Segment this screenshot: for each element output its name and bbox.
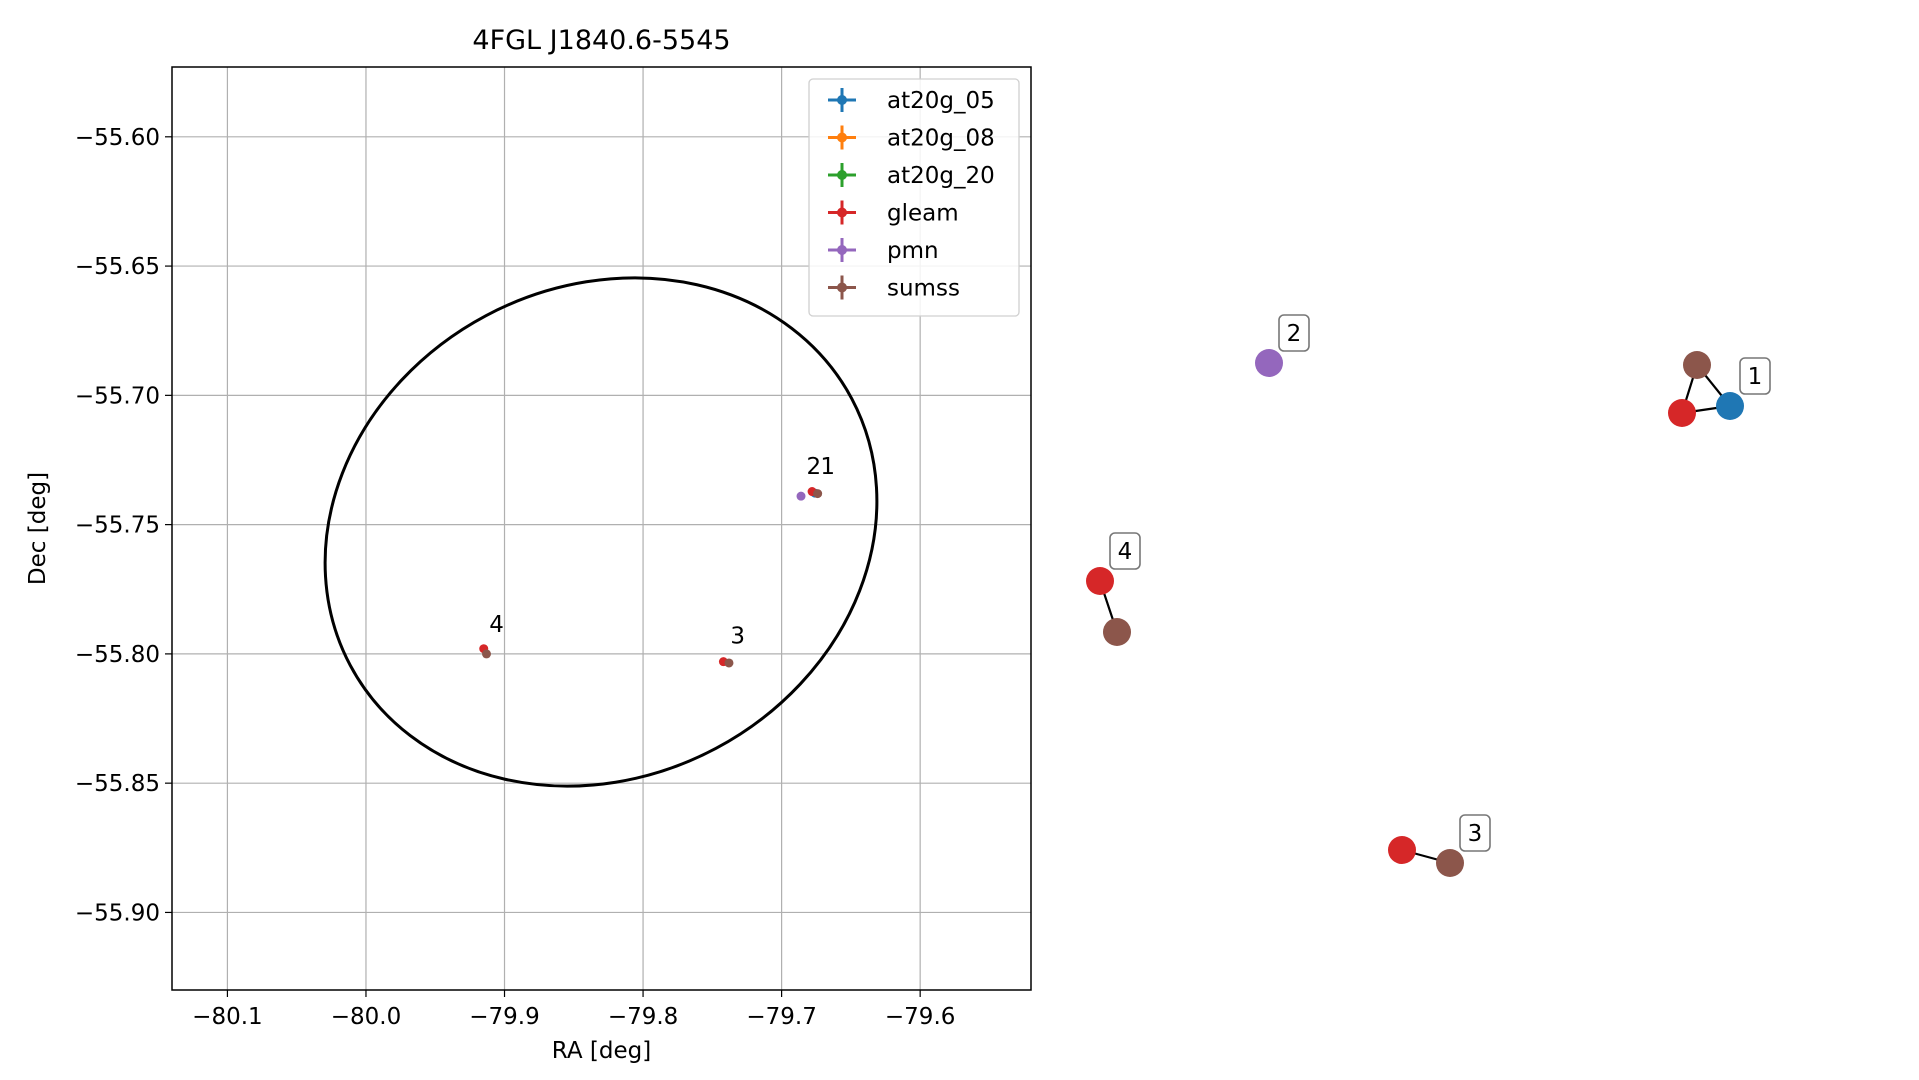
y-tick-label: −55.65 — [75, 254, 160, 280]
y-tick-label: −55.90 — [75, 900, 160, 926]
legend-item-sumss: sumss — [828, 275, 960, 302]
x-tick-label: −79.6 — [885, 1004, 955, 1030]
graph-node — [1716, 392, 1744, 420]
graph-node — [1103, 618, 1131, 646]
x-tick-label: −79.8 — [608, 1004, 678, 1030]
graph-label-box — [1739, 357, 1771, 395]
legend-label: at20g_05 — [887, 88, 995, 114]
graph-label-box — [1459, 814, 1491, 852]
x-tick-label: −80.1 — [192, 1004, 262, 1030]
legend-marker-dot — [837, 170, 847, 180]
graph-node — [1668, 399, 1696, 427]
legend-label: gleam — [887, 201, 959, 227]
legend-marker-dot — [837, 207, 847, 218]
legend-label: at20g_20 — [887, 163, 995, 189]
legend-marker-dot — [837, 132, 847, 143]
x-axis-ticks: −80.1 −80.0 −79.9 −79.8 −79.7 −79.6 — [192, 990, 955, 1030]
y-tick-label: −55.80 — [75, 642, 160, 668]
y-tick-label: −55.85 — [75, 771, 160, 797]
axes-frame — [171, 66, 1032, 991]
y-tick-label: −55.75 — [75, 513, 160, 539]
legend-label: at20g_08 — [887, 126, 995, 152]
graph-node-label: 2 — [1287, 321, 1302, 347]
graph-node-label: 1 — [1748, 364, 1763, 390]
legend-item-pmn: pmn — [828, 238, 939, 264]
data-point-pmn — [796, 491, 806, 501]
legend-marker-dot — [837, 245, 847, 255]
legend-label: sumss — [887, 276, 960, 302]
graph-node — [1436, 849, 1464, 877]
data-point-sumss — [482, 649, 492, 659]
point-label: 4 — [489, 612, 504, 638]
point-label: 1 — [820, 454, 835, 480]
graph-node — [1388, 836, 1416, 864]
legend-item-at20g_08: at20g_08 — [828, 125, 995, 152]
point-annotations: 2 1 4 3 — [489, 454, 835, 649]
legend-item-at20g_05: at20g_05 — [828, 88, 995, 114]
grid — [172, 67, 1031, 990]
point-label: 3 — [730, 624, 745, 650]
plot-area: 2 1 4 3 — [171, 66, 1032, 991]
y-tick-label: −55.60 — [75, 125, 160, 151]
x-tick-label: −80.0 — [331, 1004, 401, 1030]
legend-label: pmn — [887, 238, 939, 264]
legend-box — [808, 78, 1020, 317]
graph-label-box — [1109, 532, 1141, 570]
graph-node-label: 4 — [1118, 539, 1133, 565]
x-axis-label: RA [deg] — [552, 1038, 651, 1064]
y-axis-ticks: −55.60 −55.65 −55.70 −55.75 −55.80 −55.85 −55.… — [75, 125, 172, 926]
error-ellipse — [323, 276, 879, 788]
legend-marker-dot — [837, 95, 847, 105]
match-graph: 1 2 4 3 — [1086, 314, 1771, 877]
legend-item-gleam: gleam — [828, 200, 959, 227]
legend-item-at20g_20: at20g_20 — [828, 163, 995, 189]
graph-node — [1255, 349, 1283, 377]
graph-node-label: 3 — [1468, 821, 1483, 847]
error-ellipse-layer — [323, 276, 879, 788]
x-tick-label: −79.9 — [469, 1004, 539, 1030]
point-label: 2 — [807, 454, 822, 480]
legend-marker-dot — [837, 282, 847, 293]
chart-title: 4FGL J1840.6-5545 — [472, 25, 730, 56]
y-axis-label: Dec [deg] — [25, 472, 51, 585]
data-point-sumss — [813, 489, 823, 499]
graph-label-box — [1278, 314, 1310, 352]
y-tick-label: −55.70 — [75, 383, 160, 409]
data-points — [479, 487, 823, 668]
graph-node — [1683, 351, 1711, 379]
x-tick-label: −79.7 — [746, 1004, 816, 1030]
data-point-sumss — [724, 658, 734, 668]
graph-node — [1086, 567, 1114, 595]
